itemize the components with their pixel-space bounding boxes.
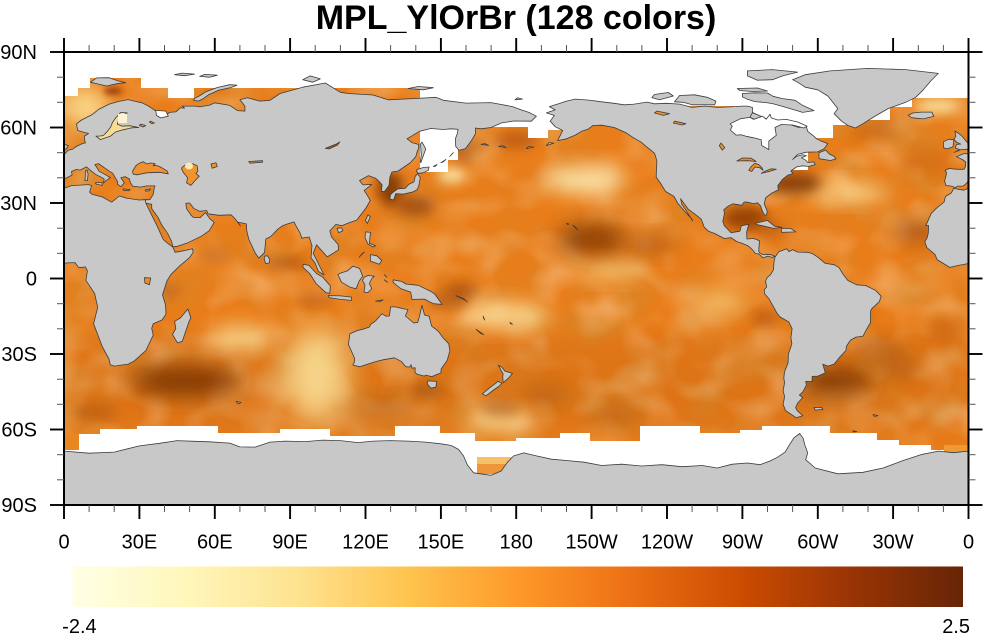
svg-text:60N: 60N [0, 118, 37, 140]
svg-text:30S: 30S [1, 344, 37, 366]
svg-text:150W: 150W [565, 532, 617, 554]
svg-text:120E: 120E [342, 532, 389, 554]
svg-text:90S: 90S [1, 495, 37, 517]
svg-text:0: 0 [58, 532, 69, 554]
svg-text:0: 0 [963, 532, 974, 554]
svg-text:0: 0 [26, 269, 37, 291]
svg-text:150E: 150E [418, 532, 465, 554]
svg-text:2.5: 2.5 [942, 616, 970, 634]
svg-text:MPL_YlOrBr (128 colors): MPL_YlOrBr (128 colors) [316, 0, 717, 37]
svg-text:60S: 60S [1, 420, 37, 442]
svg-text:180: 180 [500, 532, 533, 554]
svg-text:90N: 90N [0, 42, 37, 64]
svg-text:120W: 120W [641, 532, 693, 554]
svg-text:90W: 90W [722, 532, 763, 554]
svg-text:30E: 30E [122, 532, 158, 554]
svg-text:60E: 60E [197, 532, 233, 554]
svg-text:-2.4: -2.4 [62, 616, 96, 634]
svg-text:30W: 30W [873, 532, 914, 554]
svg-text:30N: 30N [0, 193, 37, 215]
svg-text:90E: 90E [272, 532, 308, 554]
svg-text:60W: 60W [797, 532, 838, 554]
